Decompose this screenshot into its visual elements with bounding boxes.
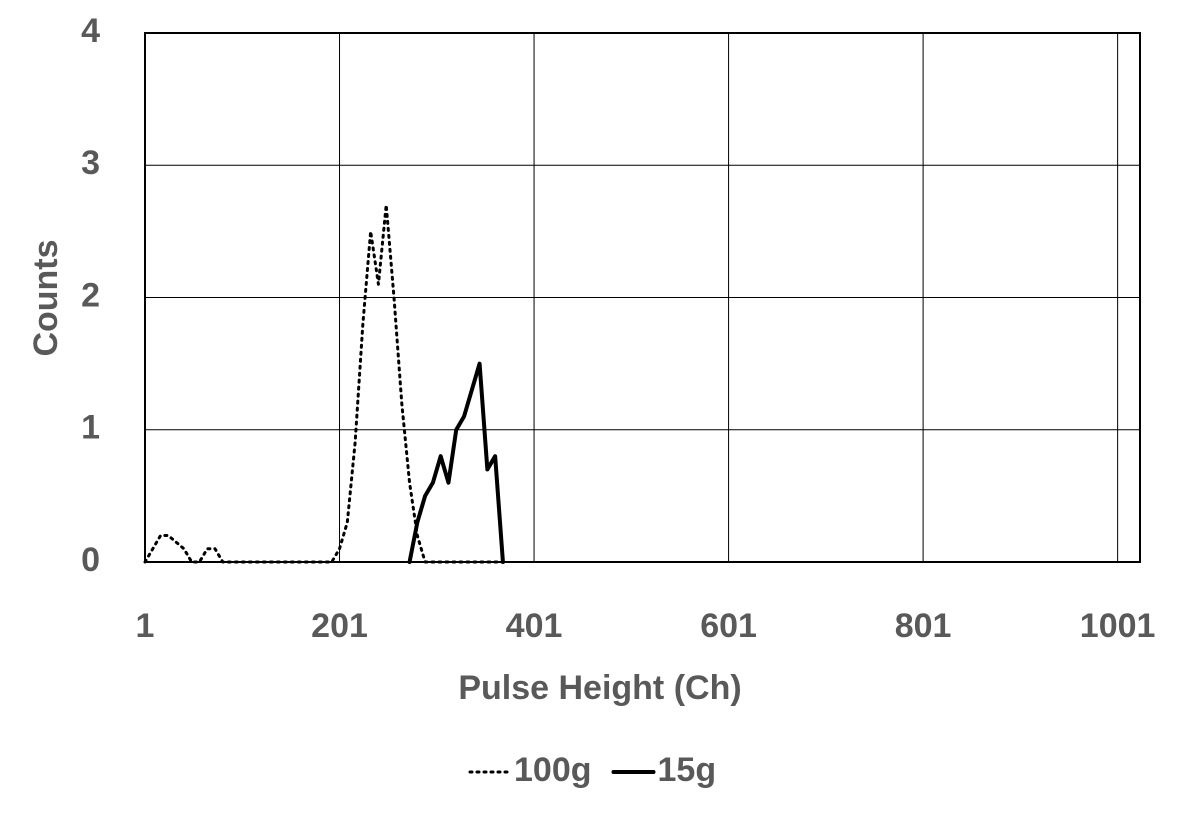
- x-tick-label: 801: [895, 607, 952, 645]
- y-tick-label: 4: [81, 12, 100, 50]
- x-tick-label: 201: [311, 607, 368, 645]
- x-tick-label: 1001: [1080, 607, 1156, 645]
- legend-label: 15g: [658, 751, 717, 789]
- x-tick-label: 1: [136, 607, 155, 645]
- y-axis-label: Counts: [27, 239, 65, 356]
- y-tick-label: 2: [81, 276, 100, 314]
- series-line: [407, 361, 505, 564]
- y-tick-label: 0: [81, 541, 100, 579]
- x-axis-label: Pulse Height (Ch): [458, 669, 741, 707]
- plot-frame: [144, 32, 1141, 563]
- legend-label: 100g: [514, 751, 592, 789]
- y-tick-label: 3: [81, 144, 100, 182]
- x-tick-label: 601: [700, 607, 757, 645]
- x-tick-label: 401: [506, 607, 563, 645]
- series-line: [143, 203, 505, 564]
- y-tick-label: 1: [81, 409, 100, 447]
